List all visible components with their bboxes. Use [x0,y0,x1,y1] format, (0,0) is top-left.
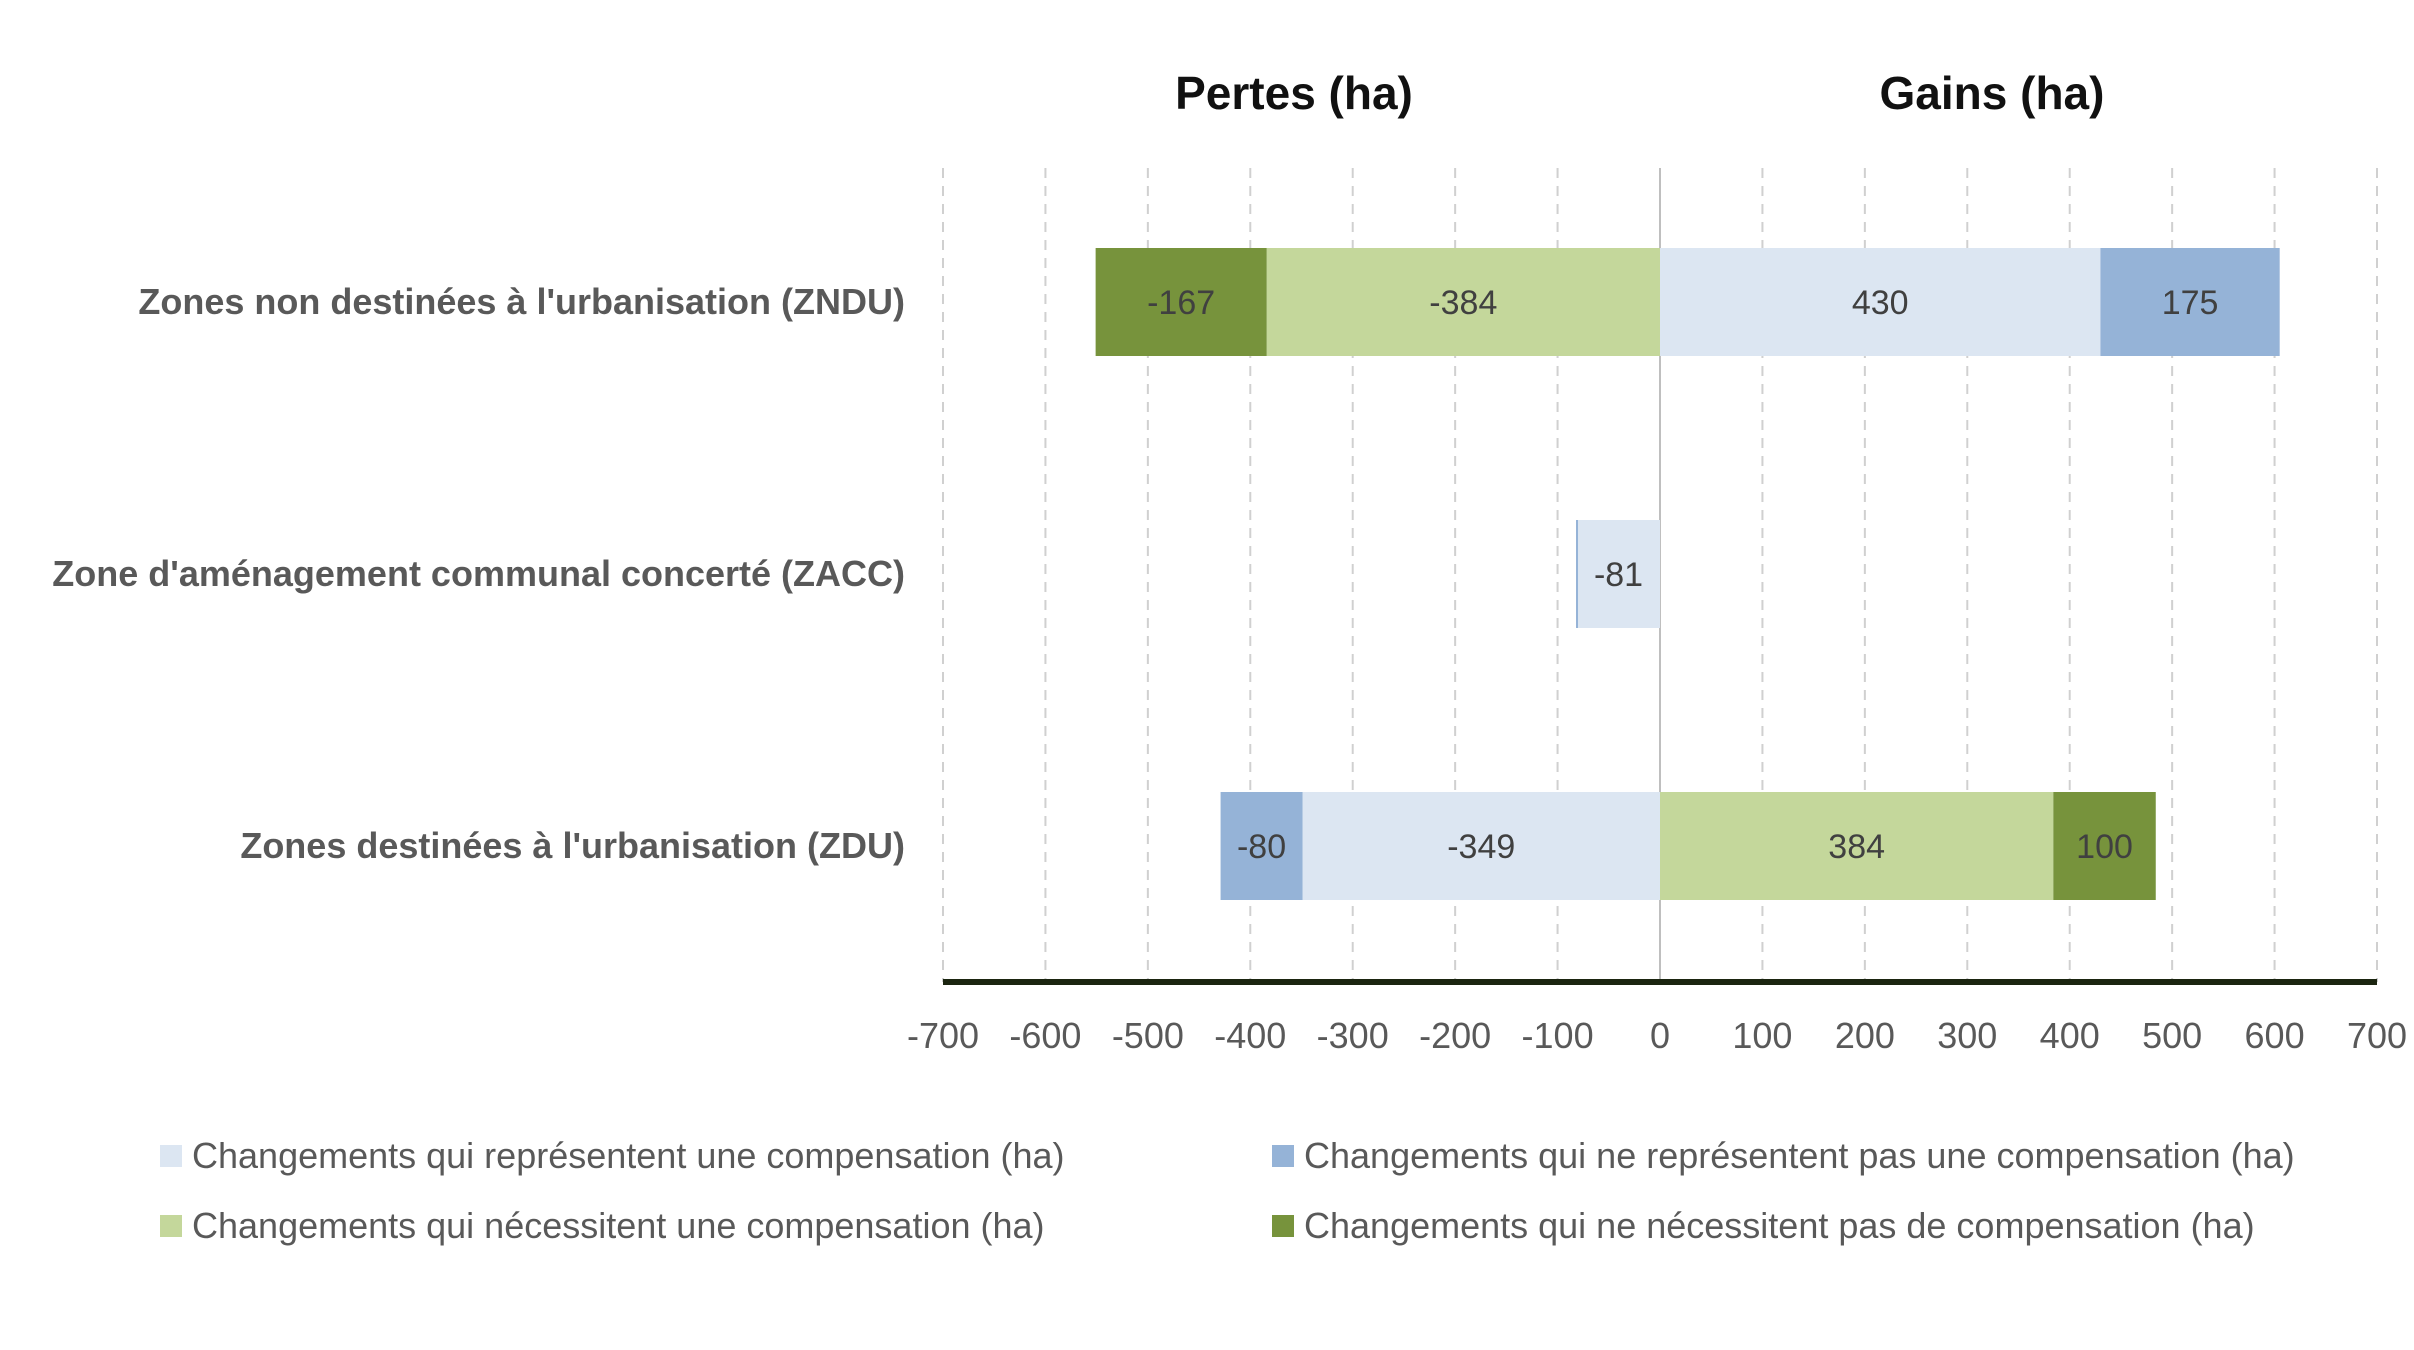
legend-swatch [160,1145,182,1167]
legend-label: Changements qui ne nécessitent pas de co… [1304,1205,2255,1246]
data-label: -80 [1237,828,1286,866]
x-tick-label: 200 [1835,1015,1895,1056]
legend: Changements qui représentent une compens… [160,1135,2360,1285]
data-label: 100 [2076,828,2133,866]
x-tick-label: -400 [1214,1015,1286,1056]
legend-swatch [1272,1145,1294,1167]
y-category-label: Zones non destinées à l'urbanisation (ZN… [138,281,905,322]
x-tick-label: -500 [1112,1015,1184,1056]
chart-bar [1220,792,1303,900]
legend-item: Changements qui nécessitent une compensa… [160,1205,1045,1247]
chart-bar [1095,248,1267,356]
y-category-label: Zones destinées à l'urbanisation (ZDU) [240,825,905,866]
legend-item: Changements qui ne nécessitent pas de co… [1272,1205,2255,1247]
legend-swatch [1272,1215,1294,1237]
chart-bar [2053,792,2156,900]
data-label: -81 [1594,556,1643,594]
legend-label: Changements qui ne représentent pas une … [1304,1135,2295,1176]
chart-bar [1266,248,1660,356]
x-tick-label: -200 [1419,1015,1491,1056]
y-category-label: Zone d'aménagement communal concerté (ZA… [52,553,905,594]
legend-swatch [160,1215,182,1237]
x-tick-label: 500 [2142,1015,2202,1056]
x-tick-label: 600 [2245,1015,2305,1056]
x-tick-label: 100 [1732,1015,1792,1056]
x-tick-label: 300 [1937,1015,1997,1056]
chart-bar [1577,520,1660,628]
chart-bar [2100,248,2280,356]
data-label: 175 [2162,284,2219,322]
chart-bar [1660,248,2101,356]
data-label: -167 [1147,284,1215,322]
legend-item: Changements qui représentent une compens… [160,1135,1065,1177]
losses-title: Pertes (ha) [1175,67,1413,119]
chart-bar [1576,520,1579,628]
data-label: 384 [1828,828,1885,866]
x-tick-label: 0 [1650,1015,1670,1056]
x-tick-label: 400 [2040,1015,2100,1056]
legend-label: Changements qui représentent une compens… [192,1135,1065,1176]
legend-item: Changements qui ne représentent pas une … [1272,1135,2295,1177]
chart-bar [1660,792,2054,900]
data-label: -384 [1429,284,1497,322]
x-tick-label: -600 [1009,1015,1081,1056]
data-label: 430 [1852,284,1909,322]
x-tick-label: -700 [907,1015,979,1056]
chart-bar [1302,792,1660,900]
x-tick-label: -100 [1522,1015,1594,1056]
x-tick-label: -300 [1317,1015,1389,1056]
x-tick-label: 700 [2347,1015,2407,1056]
legend-label: Changements qui nécessitent une compensa… [192,1205,1045,1246]
gains-title: Gains (ha) [1879,67,2105,119]
data-label: -349 [1447,828,1515,866]
